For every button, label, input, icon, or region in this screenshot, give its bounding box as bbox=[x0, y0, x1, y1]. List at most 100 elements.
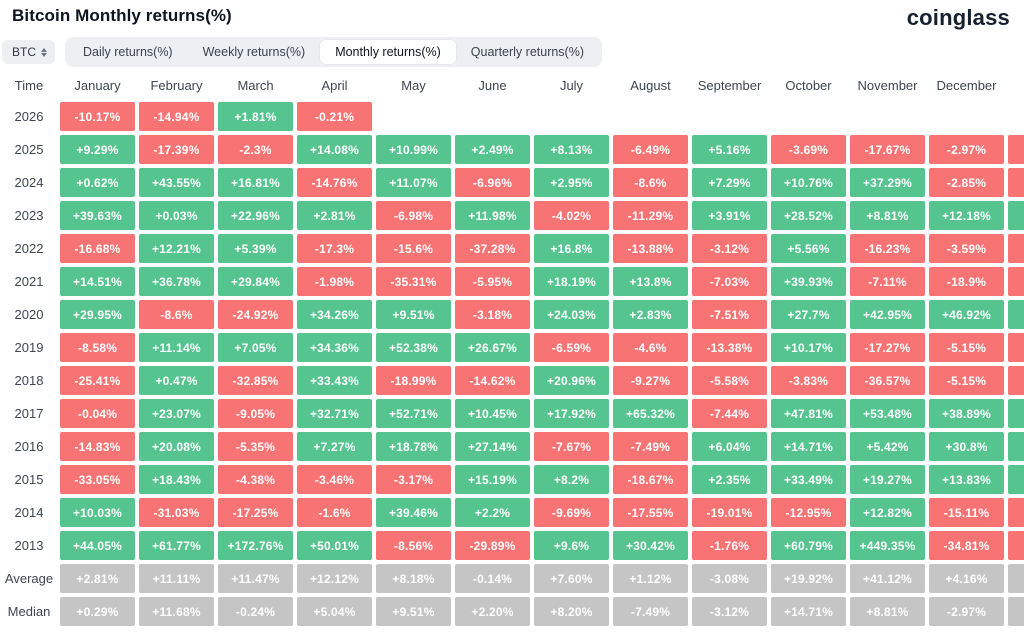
return-cell: +2.81% bbox=[297, 201, 372, 230]
symbol-select[interactable]: BTC bbox=[2, 40, 55, 64]
row-label: 2016 bbox=[14, 439, 44, 454]
tab-weekly[interactable]: Weekly returns(%) bbox=[188, 40, 321, 64]
return-cell: +11.47% bbox=[218, 564, 293, 593]
return-cell: +20.96% bbox=[534, 366, 609, 395]
return-cell: -7.44% bbox=[692, 399, 767, 428]
return-cell: +2.83% bbox=[613, 300, 688, 329]
return-cell: +7.29% bbox=[692, 168, 767, 197]
tab-quarterly[interactable]: Quarterly returns(%) bbox=[456, 40, 599, 64]
return-cell: +13.8% bbox=[613, 267, 688, 296]
column-header-april: April bbox=[321, 77, 348, 93]
return-cell: +9.6% bbox=[534, 531, 609, 560]
return-cell: +1.81% bbox=[218, 102, 293, 131]
return-cell: +44.05% bbox=[60, 531, 135, 560]
row-label: 2014 bbox=[14, 505, 44, 520]
return-cell: -29.89% bbox=[455, 531, 530, 560]
row-label: 2013 bbox=[14, 538, 44, 553]
return-cell: -18.9% bbox=[929, 267, 1004, 296]
return-cell: -3.18% bbox=[455, 300, 530, 329]
return-cell: -32.85% bbox=[218, 366, 293, 395]
return-cell: +14.71% bbox=[771, 432, 846, 461]
return-cell: +60.79% bbox=[771, 531, 846, 560]
tab-daily[interactable]: Daily returns(%) bbox=[68, 40, 188, 64]
return-cell: +5.56% bbox=[771, 234, 846, 263]
return-cell: +8.81% bbox=[850, 597, 925, 626]
return-cell: +8.2% bbox=[534, 465, 609, 494]
row-label: 2023 bbox=[14, 208, 44, 223]
return-cell: +1.12% bbox=[613, 564, 688, 593]
return-cell: -34.81% bbox=[929, 531, 1004, 560]
return-cell: -17.3% bbox=[297, 234, 372, 263]
return-cell: -3.59% bbox=[929, 234, 1004, 263]
return-cell: -8.56% bbox=[376, 531, 451, 560]
clipped-cell bbox=[1008, 498, 1024, 527]
return-cell bbox=[771, 102, 846, 131]
return-cell: +11.14% bbox=[139, 333, 214, 362]
return-cell: -3.83% bbox=[771, 366, 846, 395]
return-cell: +19.92% bbox=[771, 564, 846, 593]
return-cell: -6.98% bbox=[376, 201, 451, 230]
return-cell: -6.96% bbox=[455, 168, 530, 197]
column-header-july: July bbox=[559, 77, 584, 93]
return-cell: +8.81% bbox=[850, 201, 925, 230]
table-row-2019: 2019 -8.58% +11.14% +7.05% +34.36% +52.38% +26… bbox=[0, 331, 1024, 364]
clipped-cell bbox=[1008, 597, 1024, 626]
coinglass-logo: coinglass bbox=[906, 5, 1010, 30]
return-cell: +47.81% bbox=[771, 399, 846, 428]
table-row-2024: 2024 +0.62% +43.55% +16.81% -14.76% +11.07% -6… bbox=[0, 166, 1024, 199]
return-cell: -6.59% bbox=[534, 333, 609, 362]
return-cell: +2.2% bbox=[455, 498, 530, 527]
row-label: 2017 bbox=[14, 406, 44, 421]
return-cell: +12.21% bbox=[139, 234, 214, 263]
return-cell: -5.35% bbox=[218, 432, 293, 461]
return-cell: +11.98% bbox=[455, 201, 530, 230]
table-header-row: Time January February March April May June July… bbox=[0, 70, 1024, 100]
row-label: Median bbox=[7, 604, 51, 619]
row-label: 2021 bbox=[14, 274, 44, 289]
return-cell: +22.96% bbox=[218, 201, 293, 230]
clipped-cell bbox=[1008, 333, 1024, 362]
return-cell: -17.67% bbox=[850, 135, 925, 164]
return-cell: +10.76% bbox=[771, 168, 846, 197]
return-cell: -2.3% bbox=[218, 135, 293, 164]
tab-monthly[interactable]: Monthly returns(%) bbox=[320, 40, 456, 64]
return-cell: +2.49% bbox=[455, 135, 530, 164]
column-header-january: January bbox=[74, 77, 121, 93]
row-label: Average bbox=[4, 571, 54, 586]
return-cell: +12.12% bbox=[297, 564, 372, 593]
return-cell: +20.08% bbox=[139, 432, 214, 461]
return-cell: +30.42% bbox=[613, 531, 688, 560]
return-cell: +61.77% bbox=[139, 531, 214, 560]
return-cell: +39.46% bbox=[376, 498, 451, 527]
return-cell: +17.92% bbox=[534, 399, 609, 428]
column-header-june: June bbox=[478, 77, 507, 93]
return-cell: +50.01% bbox=[297, 531, 372, 560]
return-cell: -17.25% bbox=[218, 498, 293, 527]
return-cell: +53.48% bbox=[850, 399, 925, 428]
return-cell: -35.31% bbox=[376, 267, 451, 296]
return-cell: -5.95% bbox=[455, 267, 530, 296]
symbol-select-value: BTC bbox=[12, 45, 36, 59]
return-cell: -0.24% bbox=[218, 597, 293, 626]
return-cell: +2.20% bbox=[455, 597, 530, 626]
return-cell: -13.38% bbox=[692, 333, 767, 362]
return-cell: -14.76% bbox=[297, 168, 372, 197]
return-cell: +8.18% bbox=[376, 564, 451, 593]
return-cell bbox=[929, 102, 1004, 131]
return-cell: -7.49% bbox=[613, 597, 688, 626]
return-cell: +10.03% bbox=[60, 498, 135, 527]
return-cell: -17.27% bbox=[850, 333, 925, 362]
return-cell: +8.13% bbox=[534, 135, 609, 164]
return-cell: -3.69% bbox=[771, 135, 846, 164]
return-cell: +0.47% bbox=[139, 366, 214, 395]
column-header-december: December bbox=[936, 77, 997, 93]
return-cell bbox=[850, 102, 925, 131]
return-cell: -14.83% bbox=[60, 432, 135, 461]
return-cell: +65.32% bbox=[613, 399, 688, 428]
return-cell: +5.42% bbox=[850, 432, 925, 461]
return-cell: +13.83% bbox=[929, 465, 1004, 494]
return-cell: -8.6% bbox=[613, 168, 688, 197]
column-header-october: October bbox=[785, 77, 832, 93]
return-cell bbox=[534, 102, 609, 131]
column-header-february: February bbox=[150, 77, 203, 93]
